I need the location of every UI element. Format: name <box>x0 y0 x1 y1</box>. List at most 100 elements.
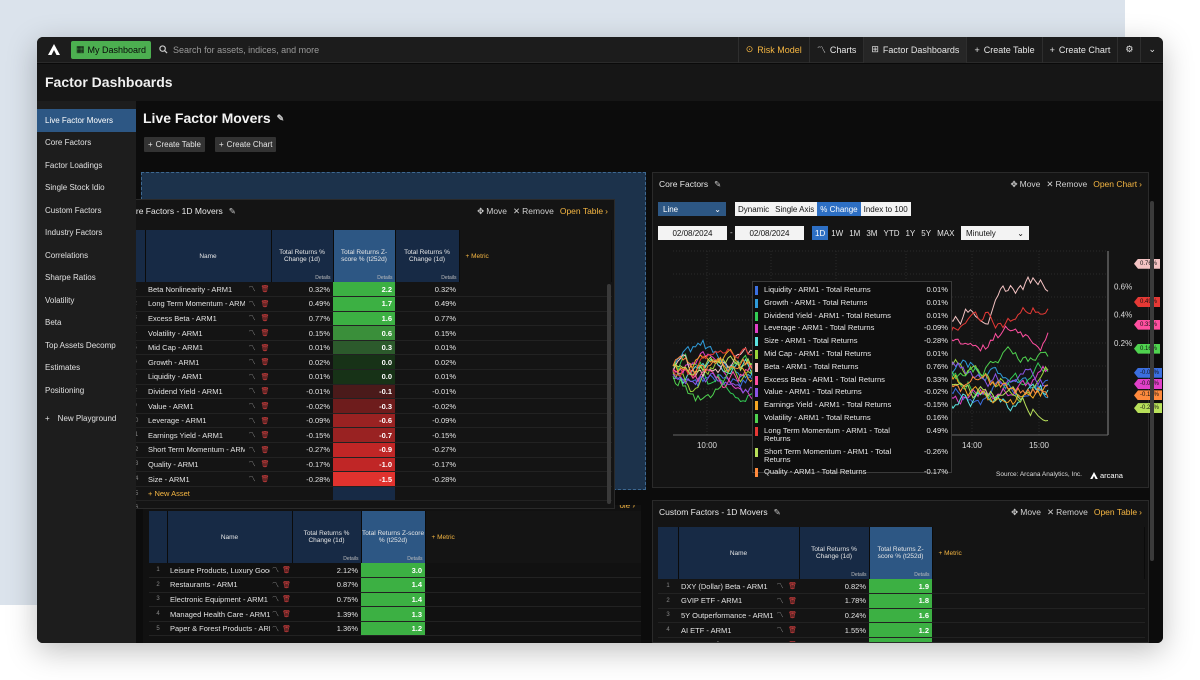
range-ytd[interactable]: YTD <box>883 228 900 238</box>
chart-line-icon[interactable]: 〽 <box>245 413 259 429</box>
index-to-100-toggle[interactable]: Index to 100 <box>863 204 908 214</box>
table-row[interactable]: 2Long Term Momentum - ARM1〽🗑0.49%1.70.49… <box>136 296 612 312</box>
create-chart-button[interactable]: + Create Chart <box>215 137 277 152</box>
trash-icon[interactable]: 🗑 <box>259 427 272 444</box>
chart-line-icon[interactable]: 〽 <box>245 471 259 487</box>
table-row[interactable]: 14Size - ARM1〽🗑-0.28%-1.5-0.28% <box>136 471 612 487</box>
core-table-scrollbar[interactable] <box>607 284 611 504</box>
move-button[interactable]: ✥ Move <box>477 206 507 217</box>
chart-line-icon[interactable]: 〽 <box>245 296 259 312</box>
chart-line-icon[interactable]: 〽 <box>774 637 786 642</box>
chart-line-icon[interactable]: 〽 <box>270 563 281 579</box>
asset-name[interactable]: Size - ARM1 <box>145 471 245 487</box>
asset-name[interactable]: Earnings Yield - ARM1 <box>145 427 245 444</box>
new-asset-row[interactable]: 15+ New Asset <box>136 486 612 502</box>
name-header[interactable]: Name <box>167 511 293 563</box>
risk-model-button[interactable]: ⊙ Risk Model <box>737 37 809 63</box>
dynamic-toggle[interactable]: Dynamic <box>738 204 770 214</box>
trash-icon[interactable]: 🗑 <box>786 637 800 642</box>
chart-line-icon[interactable]: 〽 <box>245 340 259 356</box>
sidebar-item-estimates[interactable]: Estimates <box>45 363 81 373</box>
remove-button[interactable]: ✕ Remove <box>1046 179 1087 190</box>
asset-name[interactable]: Liquidity - ARM1 <box>145 369 245 385</box>
legend-item[interactable]: Mid Cap - ARM1 - Total Returns 0.01% <box>753 349 951 359</box>
chart-line-icon[interactable]: 〽 <box>774 593 786 609</box>
legend-item[interactable]: Volatility - ARM1 - Total Returns 0.16% <box>753 413 951 423</box>
asset-name[interactable]: Paper & Forest Products - ARM1 <box>167 621 270 637</box>
asset-name[interactable]: GVIP ETF - ARM1 <box>678 593 774 609</box>
legend-item[interactable]: Size - ARM1 - Total Returns -0.28% <box>753 337 951 347</box>
trash-icon[interactable]: 🗑 <box>259 442 272 458</box>
my-dashboard-button[interactable]: ▦ My Dashboard <box>71 40 152 59</box>
table-row[interactable]: 5 Paper & Forest Products - ARM1 〽 🗑 1.36% 1.… <box>149 621 641 637</box>
asset-name[interactable]: 5Y Outperformance - ARM1 <box>678 608 774 624</box>
zscore-header[interactable]: Total Returns Z-score % (t252d) Details <box>333 230 396 282</box>
chart-line-icon[interactable]: 〽 <box>245 325 259 341</box>
chart-type-select[interactable]: Line ⌄ <box>658 202 726 216</box>
trash-icon[interactable]: 🗑 <box>259 384 272 400</box>
trash-icon[interactable]: 🗑 <box>259 282 272 298</box>
table-row[interactable]: 8Dividend Yield - ARM1〽🗑-0.01%-0.1-0.01% <box>136 384 612 400</box>
asset-name[interactable]: Dividend Yield - ARM1 <box>145 384 245 400</box>
trash-icon[interactable]: 🗑 <box>259 296 272 312</box>
new-asset-button[interactable]: + New Asset <box>145 486 272 502</box>
trash-icon[interactable]: 🗑 <box>786 593 800 609</box>
name-header[interactable]: Name <box>145 230 272 282</box>
asset-name[interactable]: Short Term Momentum - ARM1 <box>145 442 245 458</box>
chart-line-icon[interactable]: 〽 <box>270 577 281 593</box>
legend-item[interactable]: Earnings Yield - ARM1 - Total Returns -0.… <box>753 401 951 411</box>
asset-name[interactable]: Volatility - ARM1 <box>145 325 245 341</box>
range-1d[interactable]: 1D <box>812 226 829 240</box>
asset-name[interactable]: 1M Outperformance - ARM1 <box>678 637 774 642</box>
sidebar-item-core-factors[interactable]: Core Factors <box>45 138 92 148</box>
create-chart-nav-button[interactable]: + Create Chart <box>1041 37 1118 63</box>
sidebar-item-custom-factors[interactable]: Custom Factors <box>45 205 102 215</box>
chart-line-icon[interactable]: 〽 <box>245 384 259 400</box>
create-table-nav-button[interactable]: + Create Table <box>966 37 1041 63</box>
name-header[interactable]: Name <box>678 527 800 579</box>
sidebar-item-positioning[interactable]: Positioning <box>45 385 85 395</box>
table-row[interactable]: 1Beta Nonlinearity - ARM1〽🗑0.32%2.20.32% <box>136 282 612 298</box>
legend-item[interactable]: Growth - ARM1 - Total Returns 0.01% <box>753 298 951 308</box>
pencil-icon[interactable]: ✎ <box>228 205 236 216</box>
single-axis-toggle[interactable]: Single Axis <box>775 204 815 214</box>
asset-name[interactable]: Mid Cap - ARM1 <box>145 340 245 356</box>
change-header[interactable]: Total Returns % Change (1d) Details <box>271 230 334 282</box>
table-row[interactable]: 12Short Term Momentum - ARM1〽🗑-0.27%-0.9… <box>136 442 612 458</box>
table-row[interactable]: 1 Leisure Products, Luxury Goods 〽 🗑 2.12% 3.… <box>149 563 641 579</box>
new-playground-button[interactable]: + New Playground <box>37 408 136 431</box>
range-1y[interactable]: 1Y <box>905 228 916 238</box>
remove-button[interactable]: ✕ Remove <box>513 206 554 217</box>
open-table-button[interactable]: Open Table › <box>1094 507 1142 517</box>
table-row[interactable]: 2 GVIP ETF - ARM1 〽 🗑 1.78% 1.8 <box>658 593 1145 609</box>
settings-button[interactable]: ⚙ <box>1117 37 1140 63</box>
change-header-2[interactable]: Total Returns % Change (1d) Details <box>395 230 460 282</box>
trash-icon[interactable]: 🗑 <box>281 592 293 608</box>
sidebar-item-top-assets-decomp[interactable]: Top Assets Decomp <box>45 340 116 350</box>
main-scrollbar[interactable] <box>1150 201 1154 561</box>
sidebar-item-live-factor-movers[interactable]: Live Factor Movers <box>37 109 136 132</box>
sidebar-item-industry-factors[interactable]: Industry Factors <box>45 228 103 238</box>
asset-name[interactable]: Growth - ARM1 <box>145 354 245 371</box>
asset-name[interactable]: Restaurants - ARM1 <box>167 577 270 593</box>
table-row[interactable]: 11Earnings Yield - ARM1〽🗑-0.15%-0.7-0.15… <box>136 427 612 444</box>
trash-icon[interactable]: 🗑 <box>259 471 272 487</box>
pencil-icon[interactable]: ✎ <box>773 506 781 517</box>
add-metric-button[interactable]: + Metric <box>425 511 641 563</box>
table-row[interactable]: 3 Electronic Equipment - ARM1 〽 🗑 0.75% 1.4 <box>149 592 641 608</box>
open-table-link[interactable]: ole › <box>619 505 635 510</box>
trash-icon[interactable]: 🗑 <box>259 398 272 414</box>
chart-line-icon[interactable]: 〽 <box>245 442 259 458</box>
sidebar-item-factor-loadings[interactable]: Factor Loadings <box>45 160 103 170</box>
arcana-logo-icon[interactable] <box>37 37 71 63</box>
search-input[interactable]: Search for assets, indices, and more <box>173 44 320 55</box>
frequency-select[interactable]: Minutely ⌄ <box>961 226 1029 240</box>
table-row[interactable]: 4 AI ETF - ARM1 〽 🗑 1.55% 1.2 <box>658 622 1145 638</box>
trash-icon[interactable]: 🗑 <box>259 457 272 473</box>
range-1m[interactable]: 1M <box>849 228 861 238</box>
legend-item[interactable]: Beta - ARM1 - Total Returns 0.76% <box>753 362 951 372</box>
trash-icon[interactable]: 🗑 <box>259 340 272 356</box>
asset-name[interactable]: Beta Nonlinearity - ARM1 <box>145 282 245 298</box>
chart-line-icon[interactable]: 〽 <box>245 369 259 385</box>
trash-icon[interactable]: 🗑 <box>259 325 272 341</box>
